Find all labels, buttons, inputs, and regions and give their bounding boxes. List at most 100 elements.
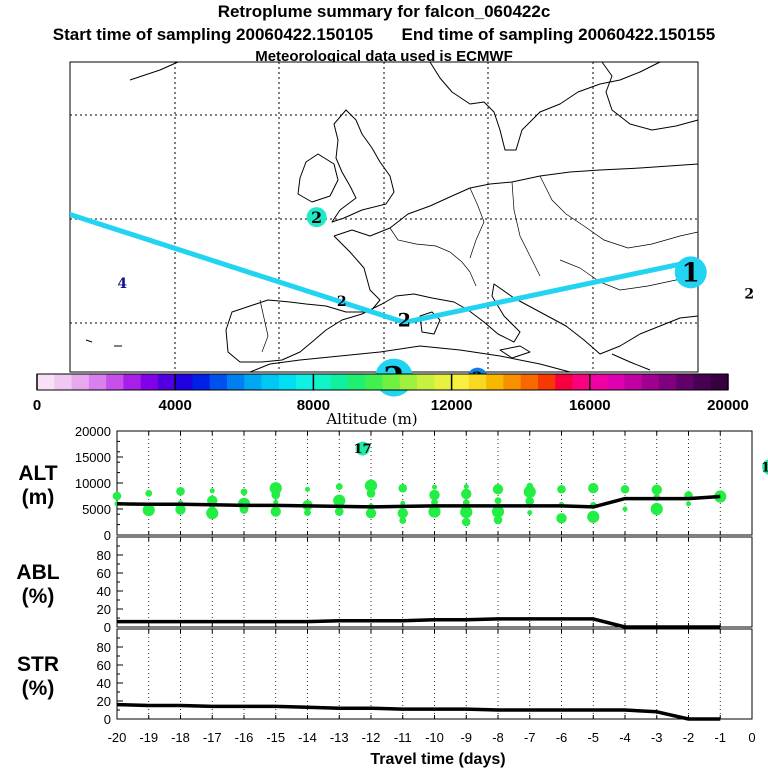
colorbar-segment	[347, 374, 366, 390]
x-tick-label: -15	[266, 730, 285, 745]
colorbar-segment	[175, 374, 193, 390]
altitude-cluster-dot	[428, 505, 441, 518]
x-tick-label: -13	[330, 730, 349, 745]
colorbar-segment	[658, 374, 677, 390]
plume-marker-label: 2	[337, 294, 347, 310]
y-tick-label: 60	[97, 566, 111, 581]
altitude-cluster-dot	[399, 517, 407, 524]
x-tick-label: -4	[619, 730, 631, 745]
colorbar-segment	[278, 374, 297, 390]
y-tick-label: 80	[97, 640, 111, 655]
altitude-cluster-dot	[335, 483, 343, 491]
time-series-panels: 05000100001500020000ALT(m)020406080ABL(%…	[16, 424, 755, 768]
x-tick-label: -1	[714, 730, 726, 745]
mean-altitude-line	[116, 494, 721, 509]
altitude-cluster-dot	[493, 515, 503, 525]
plume-marker-label: 2	[398, 309, 411, 331]
colorbar-segment	[140, 374, 159, 390]
y-tick-label: 5000	[82, 502, 111, 517]
panel-ylabel-unit: (%)	[22, 677, 55, 700]
altitude-colorbar: 0 4000 8000 12000 16000 20000 Altitude (m)	[33, 373, 749, 428]
great-britain-coast	[331, 109, 395, 223]
altitude-cluster-dot	[461, 517, 471, 527]
map-gridlines	[70, 62, 698, 372]
aegean-coast	[611, 353, 651, 371]
altitude-cluster-dot	[523, 485, 536, 498]
plume-marker-circle	[762, 459, 768, 475]
y-tick-label: 80	[97, 548, 111, 563]
altitude-cluster-dot	[269, 482, 282, 495]
colorbar-tick-label: 16000	[569, 397, 611, 414]
colorbar-segment	[157, 374, 176, 390]
colorbar-segment	[330, 374, 349, 390]
altitude-cluster-dot	[588, 483, 599, 494]
abl-fraction-line	[117, 617, 721, 629]
y-tick-label: 40	[97, 584, 111, 599]
colorbar-segment	[503, 374, 521, 390]
colorbar-segment	[710, 374, 729, 390]
baltic-coast	[601, 61, 699, 131]
altitude-cluster-dot	[556, 513, 567, 524]
portugal-border	[259, 299, 269, 353]
altitude-cluster-dot	[620, 484, 630, 494]
altitude-cluster-dot	[145, 490, 153, 497]
altitude-cluster-dot	[305, 486, 310, 492]
altitude-cluster-dot	[333, 494, 346, 507]
altitude-cluster-dot	[651, 484, 662, 495]
altitude-cluster-dot	[365, 507, 377, 519]
start-time-label: Start time of sampling 20060422.150105	[52, 25, 374, 44]
altitude-cluster-dot	[461, 488, 472, 500]
north-african-coast	[249, 345, 571, 373]
map-panel: 2422221712121516	[69, 61, 768, 476]
altitude-cluster-dot	[686, 501, 691, 507]
colorbar-segment	[451, 374, 470, 390]
france-border	[389, 227, 477, 287]
x-tick-label: -12	[362, 730, 381, 745]
altitude-cluster-dot	[587, 510, 600, 523]
x-tick-label: -3	[651, 730, 663, 745]
plume-marker-label: 16	[761, 461, 768, 476]
altitude-cluster-dot	[273, 499, 279, 505]
y-tick-label: 20	[97, 602, 111, 617]
corsica-sardinia-coast	[419, 311, 441, 335]
end-time-label: End time of sampling 20060422.150155	[401, 25, 716, 44]
colorbar-tick-label: 8000	[297, 397, 330, 414]
x-tick-label: -2	[683, 730, 695, 745]
scandinavia-coast	[429, 61, 661, 151]
altitude-cluster-dot	[492, 484, 504, 495]
colorbar-segment	[417, 374, 435, 390]
plume-marker-label: 2	[311, 208, 322, 227]
altitude-cluster-dot	[622, 506, 628, 512]
colorbar-segment	[537, 374, 556, 390]
colorbar-segment	[434, 374, 452, 390]
colorbar-segment	[71, 374, 90, 390]
colorbar-segment	[382, 374, 401, 390]
colorbar-segment	[624, 374, 642, 390]
colorbar-segment	[192, 374, 211, 390]
x-tick-label: -6	[556, 730, 568, 745]
colorbar-segment	[88, 374, 107, 390]
y-tick-label: 0	[104, 712, 111, 727]
colorbar-segment	[555, 374, 573, 390]
colorbar-segment	[296, 374, 314, 390]
x-tick-label: -14	[298, 730, 317, 745]
altitude-cluster-dot	[491, 505, 505, 518]
y-tick-label: 0	[104, 528, 111, 543]
altitude-cluster-dot	[142, 503, 155, 517]
altitude-cluster-dot	[460, 506, 473, 519]
colorbar-segment	[244, 374, 262, 390]
plume-marker-circle	[674, 256, 707, 289]
y-tick-label: 10000	[75, 476, 111, 491]
colorbar-segment	[209, 374, 228, 390]
y-tick-label: 60	[97, 658, 111, 673]
y-tick-label: 0	[104, 620, 111, 635]
x-tick-label: -11	[394, 730, 412, 745]
plume-marker-label: 17	[354, 442, 372, 457]
colorbar-segment	[589, 374, 608, 390]
colorbar-segment	[227, 374, 245, 390]
colorbar-segment	[365, 374, 383, 390]
altitude-cluster-dot	[240, 488, 248, 496]
colorbar-tick-label: 0	[33, 397, 41, 414]
colorbar-segment	[572, 374, 591, 390]
x-tick-label: -5	[587, 730, 599, 745]
